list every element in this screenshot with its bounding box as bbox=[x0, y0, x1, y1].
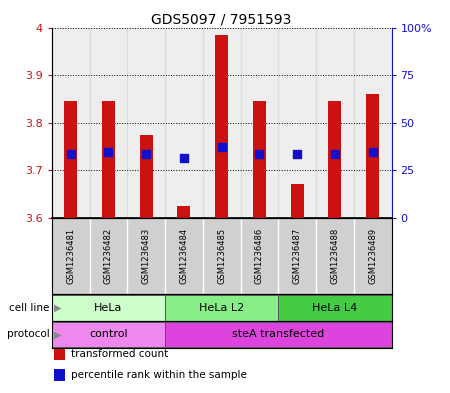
Bar bbox=[215, 35, 228, 218]
Point bbox=[331, 151, 338, 157]
Bar bbox=[127, 28, 165, 218]
Bar bbox=[90, 28, 127, 218]
Text: GSM1236489: GSM1236489 bbox=[368, 228, 377, 284]
Text: control: control bbox=[89, 329, 128, 340]
Bar bbox=[278, 295, 392, 321]
Bar bbox=[240, 28, 278, 218]
Bar bbox=[102, 101, 115, 218]
Title: GDS5097 / 7951593: GDS5097 / 7951593 bbox=[152, 12, 292, 26]
Text: ▶: ▶ bbox=[54, 303, 62, 313]
Point bbox=[180, 155, 188, 162]
Bar bbox=[278, 28, 316, 218]
Bar bbox=[54, 369, 65, 381]
Bar bbox=[253, 101, 266, 218]
Text: GSM1236482: GSM1236482 bbox=[104, 228, 113, 284]
Text: HeLa L4: HeLa L4 bbox=[312, 303, 357, 313]
Bar bbox=[52, 28, 90, 218]
Bar bbox=[316, 28, 354, 218]
Text: ▶: ▶ bbox=[54, 329, 62, 340]
Bar bbox=[354, 28, 392, 218]
Text: GSM1236487: GSM1236487 bbox=[292, 228, 302, 284]
Bar bbox=[328, 101, 342, 218]
Text: percentile rank within the sample: percentile rank within the sample bbox=[71, 370, 247, 380]
Bar bbox=[165, 321, 392, 347]
Bar bbox=[64, 101, 77, 218]
Text: HeLa: HeLa bbox=[94, 303, 122, 313]
Point bbox=[143, 151, 150, 157]
Bar bbox=[165, 295, 278, 321]
Bar bbox=[140, 134, 153, 218]
Bar bbox=[203, 28, 240, 218]
Text: protocol: protocol bbox=[7, 329, 50, 340]
Text: steA transfected: steA transfected bbox=[232, 329, 324, 340]
Point bbox=[369, 149, 376, 155]
Bar bbox=[165, 28, 203, 218]
Bar bbox=[177, 206, 190, 218]
Bar bbox=[52, 295, 165, 321]
Text: GSM1236485: GSM1236485 bbox=[217, 228, 226, 284]
Bar bbox=[52, 321, 165, 347]
Text: HeLa L2: HeLa L2 bbox=[199, 303, 244, 313]
Point bbox=[105, 149, 112, 155]
Text: GSM1236483: GSM1236483 bbox=[142, 228, 151, 284]
Bar bbox=[291, 184, 304, 218]
Text: GSM1236486: GSM1236486 bbox=[255, 228, 264, 284]
Point bbox=[218, 144, 225, 151]
Text: GSM1236484: GSM1236484 bbox=[180, 228, 189, 284]
Point bbox=[256, 151, 263, 157]
Text: transformed count: transformed count bbox=[71, 349, 168, 360]
Point bbox=[67, 151, 74, 157]
Text: GSM1236481: GSM1236481 bbox=[66, 228, 75, 284]
Bar bbox=[366, 94, 379, 218]
Bar bbox=[54, 349, 65, 360]
Point bbox=[293, 151, 301, 158]
Text: cell line: cell line bbox=[9, 303, 50, 313]
Text: GSM1236488: GSM1236488 bbox=[330, 228, 339, 284]
